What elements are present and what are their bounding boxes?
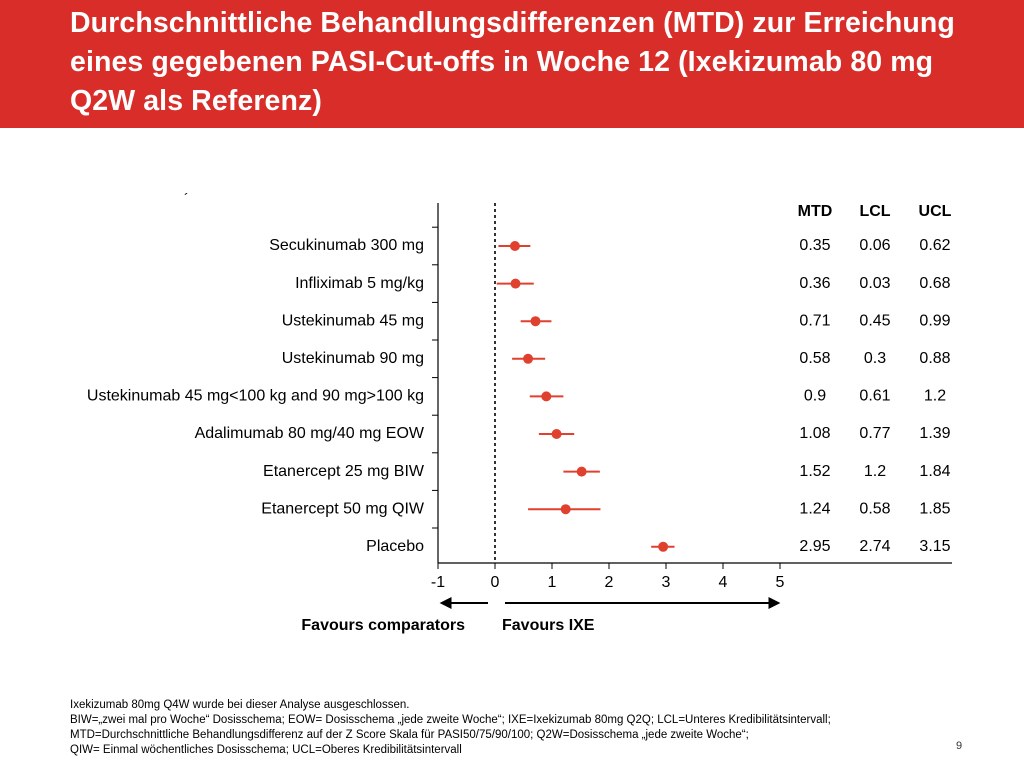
x-tick-label: 0: [491, 574, 500, 591]
x-tick-label: -1: [431, 574, 445, 591]
footnote-line: BIW=„zwei mal pro Woche“ Dosisschema; EO…: [70, 714, 831, 726]
lcl-value: 0.58: [859, 500, 890, 517]
lcl-value: 0.3: [864, 350, 886, 367]
row-label: Ustekinumab 45 mg: [282, 312, 424, 329]
mtd-value: 0.35: [799, 237, 830, 254]
footnotes: Ixekizumab 80mg Q4W wurde bei dieser Ana…: [70, 698, 970, 758]
mtd-value: 1.24: [799, 500, 830, 517]
footnote-line: Ixekizumab 80mg Q4W wurde bei dieser Ana…: [70, 699, 410, 711]
mtd-value: 1.52: [799, 463, 830, 480]
lcl-value: 0.45: [859, 312, 890, 329]
mtd-value: 0.9: [804, 388, 826, 405]
mtd-value: 0.71: [799, 312, 830, 329]
x-tick-label: 1: [548, 574, 557, 591]
mtd-point: [510, 278, 521, 289]
row-label: Secukinumab 300 mg: [269, 237, 424, 254]
mtd-value: 2.95: [799, 538, 830, 555]
mtd-value: 0.36: [799, 275, 830, 292]
slide-title: Durchschnittliche Behandlungsdifferenzen…: [70, 7, 955, 117]
row-label: Infliximab 5 mg/kg: [295, 275, 424, 292]
mtd-point: [523, 353, 534, 364]
mtd-value: 1.08: [799, 425, 830, 442]
lcl-value: 2.74: [859, 538, 890, 555]
page-number: 9: [956, 740, 963, 752]
column-header-mtd: MTD: [798, 203, 833, 220]
favours-comparators-label: Favours comparators: [301, 617, 465, 634]
ucl-value: 3.15: [919, 538, 950, 555]
x-tick-label: 5: [776, 574, 785, 591]
x-tick-label: 2: [605, 574, 614, 591]
mtd-value: 0.58: [799, 350, 830, 367]
lcl-value: 0.06: [859, 237, 890, 254]
stray-mark: ´: [184, 190, 189, 206]
forest-plot: -1 0 1 2 3 4 5 MTD LCL UCL Secukinumab 300 mg 0.35 0…: [87, 203, 952, 634]
row-label: Etanercept 50 mg QIW: [261, 500, 425, 517]
mtd-point: [509, 241, 520, 251]
lcl-value: 0.77: [859, 425, 890, 442]
ucl-value: 0.68: [919, 275, 950, 292]
ucl-value: 0.62: [919, 237, 950, 254]
lcl-value: 0.61: [859, 388, 890, 405]
ucl-value: 1.85: [919, 500, 950, 517]
x-tick-label: 4: [719, 574, 728, 591]
column-header-lcl: LCL: [859, 203, 890, 220]
row-label: Ustekinumab 45 mg<100 kg and 90 mg>100 k…: [87, 388, 424, 405]
mtd-point: [560, 504, 571, 515]
mtd-point: [530, 316, 541, 327]
mtd-point: [551, 429, 562, 439]
footnote-line: MTD=Durchschnittliche Behandlungsdiffere…: [70, 729, 749, 741]
footnote-line: QIW= Einmal wöchentliches Dosisschema; U…: [70, 744, 462, 756]
ucl-value: 1.39: [919, 425, 950, 442]
lcl-value: 1.2: [864, 463, 886, 480]
x-tick-label: 3: [662, 574, 671, 591]
column-header-ucl: UCL: [919, 203, 952, 220]
row-label: Adalimumab 80 mg/40 mg EOW: [195, 425, 425, 442]
mtd-point: [576, 466, 587, 477]
mtd-point: [658, 541, 669, 552]
title-banner: Durchschnittliche Behandlungsdifferenzen…: [0, 0, 1024, 128]
row-label: Placebo: [366, 538, 424, 555]
row-label: Etanercept 25 mg BIW: [263, 463, 425, 480]
lcl-value: 0.03: [859, 275, 890, 292]
favours-ixe-label: Favours IXE: [502, 617, 595, 634]
ucl-value: 1.2: [924, 388, 946, 405]
ucl-value: 1.84: [919, 463, 950, 480]
row-label: Ustekinumab 90 mg: [282, 350, 424, 367]
ucl-value: 0.88: [919, 350, 950, 367]
mtd-point: [541, 391, 552, 402]
ucl-value: 0.99: [919, 312, 950, 329]
